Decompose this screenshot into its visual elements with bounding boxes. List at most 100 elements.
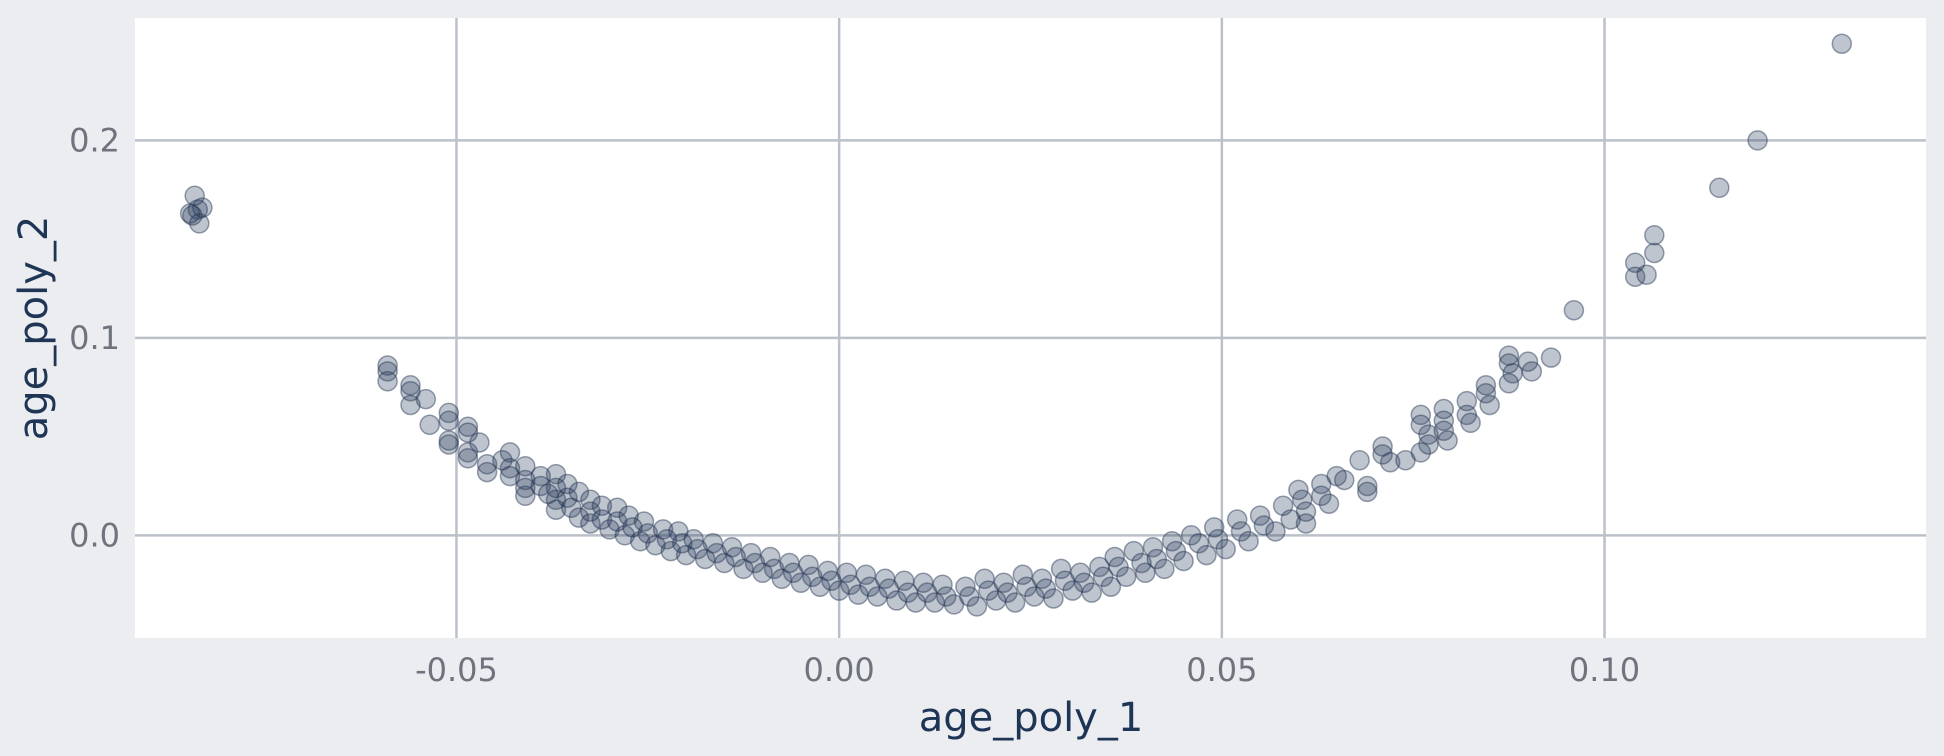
data-point [499,442,521,463]
data-points [179,33,1853,617]
data-point [997,582,1018,603]
data-point [515,455,536,477]
data-point [694,548,716,570]
data-point [936,586,957,607]
data-point [1043,588,1064,609]
data-point [1410,442,1432,463]
data-point [1433,398,1455,420]
data-point [878,578,900,599]
data-point [1215,538,1236,560]
data-point [817,560,838,582]
data-point [1475,375,1497,396]
data-point [545,463,567,485]
data-point [886,590,907,611]
data-point [985,590,1007,611]
data-point [568,481,590,503]
data-point [1004,592,1026,613]
data-point [1054,570,1076,591]
y-tick-label: 0.2 [69,121,120,159]
data-point [955,576,976,597]
data-point [1437,430,1458,451]
data-point [821,570,842,591]
data-point [457,422,479,443]
data-point [557,487,578,509]
data-point [660,540,682,562]
data-point [840,574,861,595]
x-tick-label: -0.05 [415,651,498,689]
data-point [993,572,1014,593]
data-point [1624,252,1646,274]
data-point [530,475,551,497]
data-point [1479,394,1500,416]
data-point [1123,540,1145,562]
data-point [1498,345,1520,366]
data-point [499,465,521,487]
data-point [802,566,823,588]
plot-panel [135,18,1926,638]
data-point [1326,465,1347,487]
data-point [916,582,938,603]
data-point [419,414,440,436]
data-point [1410,404,1432,426]
data-point [1238,530,1259,552]
data-point [179,203,201,224]
y-tick-label: 0.0 [69,516,120,554]
data-point [1498,373,1520,394]
data-point [913,572,934,593]
data-point [1349,450,1370,471]
x-tick-label: 0.00 [804,651,875,689]
data-point [1031,568,1053,590]
data-point [1146,548,1168,570]
data-point [377,355,398,376]
data-point [1012,564,1034,586]
data-point [828,580,850,601]
data-point [966,596,988,617]
data-point [763,558,785,580]
data-point [1196,544,1217,566]
data-point [1131,552,1152,574]
data-point [1100,576,1122,597]
data-point [568,507,590,528]
data-point [687,538,708,560]
data-point [867,586,888,607]
data-point [1207,529,1229,550]
data-point [614,525,636,546]
data-point [1395,450,1416,471]
data-point [545,477,567,499]
data-point [652,519,674,540]
data-point [1180,525,1202,546]
data-point [1540,347,1562,368]
data-point [760,546,781,568]
data-point [1433,410,1455,432]
data-point [580,513,601,534]
data-point [893,570,915,591]
data-point [538,483,559,505]
data-point [438,430,460,451]
data-point [1253,515,1275,536]
data-point [809,576,831,597]
data-point [1230,521,1252,542]
data-point [672,532,693,554]
data-point [400,380,421,402]
data-point [599,519,620,540]
data-point [515,485,536,507]
data-point [438,402,460,424]
data-point [457,448,479,469]
data-point [1475,382,1497,404]
data-point [1379,452,1401,473]
data-point [1135,562,1156,584]
data-point [1226,509,1248,530]
data-point [189,213,210,234]
data-point [645,534,666,556]
x-tick-label: 0.10 [1569,651,1640,689]
data-point [622,517,643,538]
data-point [721,536,743,558]
data-point [1563,299,1585,321]
data-point [606,497,628,518]
data-point [1636,264,1657,285]
data-point [1318,493,1340,514]
y-tick-label: 0.1 [69,319,120,357]
y-axis-ticks: 0.0 0.1 0.2 [69,121,120,554]
data-point [1291,489,1313,511]
data-point [580,501,601,522]
